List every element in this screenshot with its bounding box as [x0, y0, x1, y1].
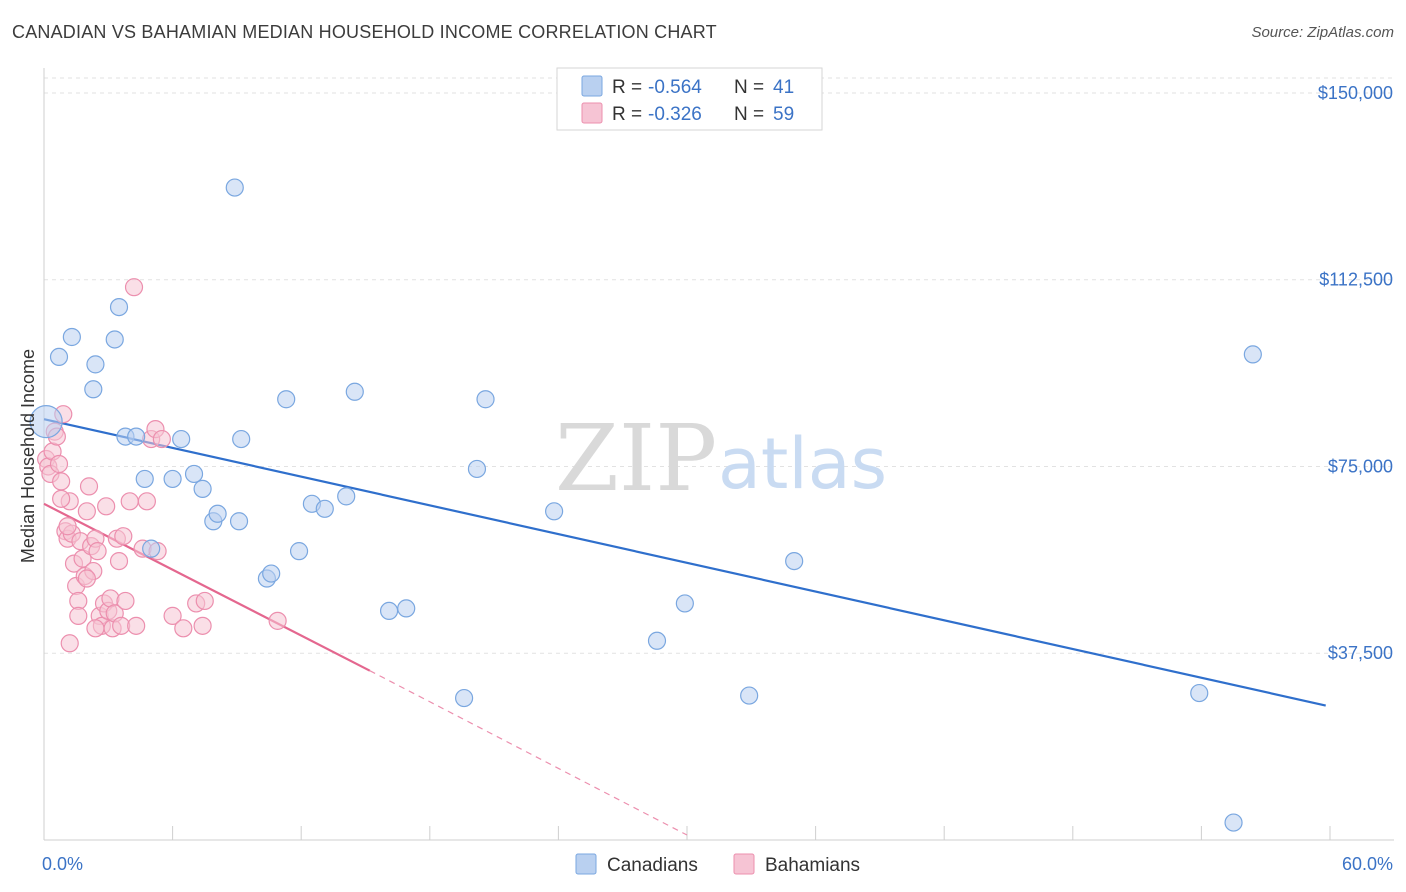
canadians-point: [1224, 813, 1243, 832]
bahamians-point: [86, 619, 105, 638]
bahamians-point: [124, 278, 144, 297]
canadians-point: [397, 599, 416, 618]
n-value-bahamians: 59: [773, 104, 794, 125]
canadians-point: [62, 327, 81, 347]
bahamians-point: [152, 429, 171, 449]
canadians-point: [135, 469, 154, 489]
canadians-point: [49, 347, 69, 367]
canadians-point: [229, 512, 249, 531]
legend-canadians-swatch: [575, 853, 597, 875]
canadians-point: [105, 330, 124, 349]
canadians-point: [454, 688, 474, 708]
canadians-point: [740, 686, 759, 705]
canadians-point: [545, 502, 564, 521]
canadians-point: [127, 427, 146, 446]
stats-legend: R = -0.564 N = 41 R = -0.326 N = 59: [556, 67, 823, 131]
y-tick-label: $37,500: [1328, 643, 1393, 663]
bahamians-point: [120, 492, 139, 511]
r-value-canadians: -0.564: [648, 77, 702, 98]
bahamians-point: [101, 589, 120, 608]
bahamians-point: [195, 591, 214, 611]
y-tick-label: $150,000: [1318, 83, 1393, 103]
legend-canadians-label: Canadians: [607, 855, 698, 876]
canadians-point: [277, 390, 296, 409]
n-label-canadians: N =: [734, 77, 764, 98]
canadians-point: [289, 542, 309, 561]
bahamians-point: [58, 517, 77, 536]
canadians-point: [172, 429, 191, 449]
n-label-bahamians: N =: [734, 104, 764, 125]
canadians-point: [262, 564, 281, 583]
canadians-point: [345, 382, 364, 401]
bahamians-point: [49, 454, 69, 474]
canadians-swatch: [581, 75, 603, 97]
canadians-point: [1243, 345, 1262, 364]
canadians-point: [785, 551, 804, 571]
bahamians-point: [137, 492, 156, 511]
bahamians-point: [88, 542, 107, 561]
watermark-atlas: atlas: [718, 423, 887, 505]
bahamians-point: [77, 502, 96, 521]
chart-title: CANADIAN VS BAHAMIAN MEDIAN HOUSEHOLD IN…: [12, 22, 717, 42]
canadians-point: [86, 355, 105, 374]
bahamians-swatch: [581, 102, 603, 124]
bahamians-point: [116, 591, 135, 611]
canadians-point: [163, 469, 182, 489]
canadians-point: [184, 464, 204, 484]
r-label-canadians: R =: [612, 77, 642, 98]
n-value-canadians: 41: [773, 77, 794, 98]
bahamians-point: [79, 477, 99, 496]
bahamians-point: [60, 634, 79, 653]
bahamians-point: [109, 551, 129, 571]
bahamians-trend-line: [43, 502, 371, 672]
canadians-point: [225, 178, 244, 197]
canadians-point: [467, 459, 487, 479]
canadians-point: [193, 479, 212, 498]
canadians-point: [675, 594, 694, 613]
data-points: [29, 178, 1262, 832]
canadians-point: [142, 539, 161, 558]
grid-lines: [44, 77, 1394, 654]
canadians-point: [208, 504, 227, 523]
canadians-point: [1190, 683, 1209, 703]
y-tick-label: $75,000: [1328, 456, 1393, 476]
bahamians-point: [69, 606, 88, 625]
y-tick-label: $112,500: [1319, 270, 1393, 290]
bahamians-point: [174, 619, 193, 638]
canadians-trend-line: [43, 418, 1326, 707]
canadians-point: [337, 487, 356, 506]
canadians-point: [476, 390, 495, 409]
bahamians-point: [77, 569, 96, 588]
canadians-point: [29, 405, 63, 439]
series-legend: Canadians Bahamians: [575, 853, 860, 876]
bahamians-point: [52, 489, 71, 508]
y-axis-label: Median Household Income: [18, 349, 38, 563]
x-tick-label-min: 0.0%: [42, 854, 83, 874]
canadians-point: [232, 429, 251, 449]
canadians-point: [315, 499, 334, 518]
x-tick-labels: 0.0% 60.0%: [42, 854, 1393, 874]
bahamians-point: [73, 549, 92, 568]
r-value-bahamians: -0.326: [648, 104, 702, 125]
bahamians-trend-extension: [369, 670, 688, 836]
y-tick-labels: $37,500 $75,000 $112,500 $150,000: [1318, 83, 1393, 663]
legend-bahamians-label: Bahamians: [765, 855, 860, 876]
bahamians-point: [163, 606, 182, 625]
canadians-point: [84, 380, 103, 399]
canadians-point: [109, 297, 129, 317]
bahamians-point: [52, 472, 71, 491]
bahamians-point: [193, 616, 212, 635]
source-label: Source: ZipAtlas.com: [1251, 24, 1394, 41]
canadians-point: [379, 601, 399, 621]
bahamians-point: [97, 497, 116, 516]
watermark-zip: ZIP: [555, 405, 717, 512]
bahamians-point: [268, 611, 287, 630]
r-label-bahamians: R =: [612, 104, 642, 125]
bahamians-point: [127, 616, 146, 635]
x-tick-label-max: 60.0%: [1342, 854, 1393, 874]
legend-bahamians-swatch: [733, 853, 755, 875]
canadians-point: [647, 631, 667, 650]
bahamians-point: [114, 527, 133, 546]
